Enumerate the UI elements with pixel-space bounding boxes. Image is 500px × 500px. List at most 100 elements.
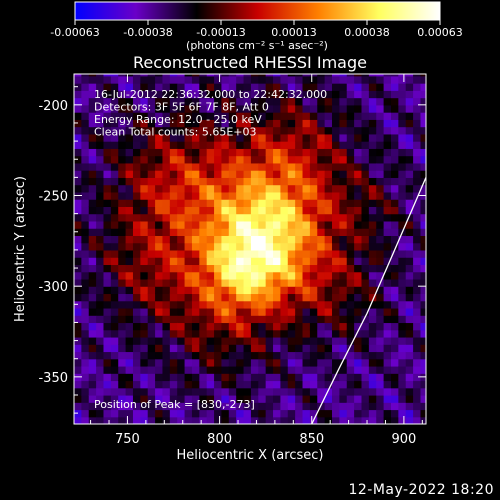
heatmap-cell <box>140 213 149 222</box>
heatmap-cell <box>376 336 385 345</box>
heatmap-cell <box>243 315 252 324</box>
heatmap-cell <box>81 416 90 424</box>
heatmap-cell <box>184 307 193 316</box>
heatmap-cell <box>81 184 90 193</box>
heatmap-cell <box>273 264 282 273</box>
heatmap-cell <box>361 126 370 135</box>
heatmap-cell <box>309 249 318 258</box>
heatmap-cell <box>339 177 348 186</box>
heatmap-cell <box>309 315 318 324</box>
heatmap-cell <box>228 249 237 258</box>
heatmap-cell <box>177 315 186 324</box>
heatmap-cell <box>132 83 141 91</box>
heatmap-cell <box>354 148 363 157</box>
heatmap-cell <box>96 213 105 222</box>
heatmap-cell <box>376 220 385 229</box>
heatmap-cell <box>354 97 363 106</box>
heatmap-cell <box>74 286 82 295</box>
heatmap-cell <box>169 351 178 360</box>
heatmap-cell <box>162 199 171 207</box>
heatmap-cell <box>206 213 215 222</box>
heatmap-cell <box>420 271 426 280</box>
heatmap-cell <box>221 97 230 106</box>
heatmap-cell <box>383 177 392 186</box>
heatmap-cell <box>206 74 215 77</box>
heatmap-cell <box>221 228 230 236</box>
heatmap-cell <box>110 199 119 207</box>
heatmap-cell <box>184 97 193 106</box>
x-tick-label: 750 <box>115 432 140 447</box>
heatmap-cell <box>169 90 178 99</box>
heatmap-cell <box>199 74 208 77</box>
heatmap-cell <box>390 249 399 258</box>
heatmap-cell <box>118 228 127 236</box>
heatmap-cell <box>81 75 90 84</box>
heatmap-cell <box>383 300 392 309</box>
heatmap-cell <box>309 155 318 164</box>
heatmap-cell <box>280 307 289 316</box>
heatmap-cell <box>354 191 363 200</box>
heatmap-cell <box>295 365 304 374</box>
heatmap-cell <box>390 322 399 331</box>
heatmap-cell <box>236 177 245 186</box>
heatmap-cell <box>81 104 90 113</box>
colorbar-ticks: -0.00063 -0.00038 -0.00013 0.00013 0.00038 0.… <box>50 20 463 39</box>
heatmap-cell <box>258 358 267 367</box>
heatmap-cell <box>243 416 252 424</box>
heatmap-cell <box>103 358 112 367</box>
heatmap-cell <box>339 213 348 222</box>
heatmap-cell <box>103 307 112 316</box>
heatmap-cell <box>317 83 326 91</box>
heatmap-cell <box>317 141 326 149</box>
heatmap-cell <box>405 119 414 128</box>
heatmap-cell <box>96 141 105 149</box>
heatmap-cell <box>332 416 340 424</box>
heatmap-cell <box>132 177 141 186</box>
heatmap-cell <box>250 235 259 244</box>
heatmap-cell <box>132 322 141 331</box>
heatmap-cell <box>354 184 363 193</box>
heatmap-cell <box>243 387 252 396</box>
heatmap-cell <box>110 394 119 403</box>
heatmap-cell <box>110 112 119 120</box>
heatmap-cell <box>280 126 289 135</box>
heatmap-cell <box>420 329 426 338</box>
heatmap-cell <box>162 315 171 324</box>
heatmap-cell <box>228 358 237 367</box>
heatmap-cell <box>74 199 82 207</box>
heatmap-cell <box>147 322 156 331</box>
heatmap-cell <box>96 162 105 171</box>
heatmap-cell <box>155 264 164 273</box>
heatmap-cell <box>420 336 426 345</box>
heatmap-cell <box>118 329 127 338</box>
heatmap-cell <box>177 329 186 338</box>
heatmap-cell <box>177 191 186 200</box>
heatmap-cell <box>132 199 141 207</box>
heatmap-cell <box>295 249 304 258</box>
heatmap-cell <box>368 278 377 287</box>
heatmap-cell <box>317 97 326 106</box>
heatmap-cell <box>147 119 156 128</box>
heatmap-cell <box>413 387 422 396</box>
heatmap-cell <box>376 373 385 382</box>
heatmap-cell <box>184 213 193 222</box>
heatmap-cell <box>413 394 422 403</box>
heatmap-cell <box>228 112 237 120</box>
heatmap-cell <box>332 162 340 171</box>
heatmap-cell <box>88 315 97 324</box>
heatmap-cell <box>132 387 141 396</box>
heatmap-cell <box>81 141 90 149</box>
heatmap-cell <box>420 249 426 258</box>
heatmap-cell <box>361 119 370 128</box>
heatmap-cell <box>118 104 127 113</box>
heatmap-cell <box>214 162 223 171</box>
heatmap-cell <box>221 307 230 316</box>
heatmap-cell <box>110 184 119 193</box>
heatmap-cell <box>110 97 119 106</box>
heatmap-cell <box>214 126 223 135</box>
heatmap-cell <box>125 264 134 273</box>
heatmap-cell <box>273 358 282 367</box>
heatmap-cell <box>339 307 348 316</box>
heatmap-cell <box>258 141 267 149</box>
heatmap-cell <box>383 402 392 411</box>
